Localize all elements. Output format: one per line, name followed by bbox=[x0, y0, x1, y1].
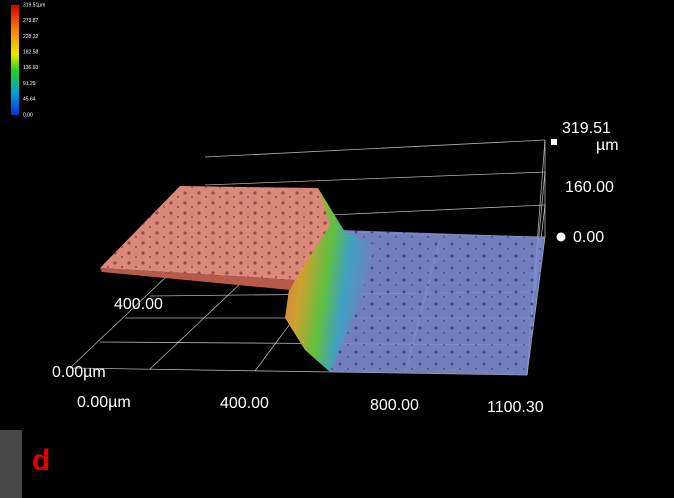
color-scale-label: 45.64 bbox=[23, 97, 36, 103]
color-scale-label: 228.22 bbox=[23, 34, 39, 40]
z-mid-label: 160.00 bbox=[565, 179, 614, 196]
color-scale-label: 91.29 bbox=[23, 81, 36, 87]
x-origin-label: 0.00µm bbox=[77, 394, 131, 411]
x-tick-label: 800.00 bbox=[370, 397, 419, 414]
color-scale-label: 273.87 bbox=[23, 18, 39, 24]
y-origin-label: 0.00µm bbox=[52, 364, 106, 381]
panel-label: d bbox=[32, 444, 50, 477]
y-tick-label: 400.00 bbox=[114, 296, 163, 313]
color-scale-label: 136.93 bbox=[23, 65, 39, 71]
surface-figure: 319.51µm 273.87 228.22 182.58 136.93 91.29 45.… bbox=[0, 0, 674, 498]
x-tick-label: 1100.30 bbox=[487, 399, 544, 416]
z-max-marker bbox=[551, 139, 557, 145]
color-scale-label: 182.58 bbox=[23, 49, 39, 55]
z-unit-label: µm bbox=[596, 137, 619, 154]
z-max-label: 319.51 bbox=[562, 120, 611, 137]
corner-artifact bbox=[0, 430, 22, 498]
page: 319.51µm 273.87 228.22 182.58 136.93 91.29 45.… bbox=[0, 0, 674, 498]
color-bar bbox=[11, 5, 19, 115]
z-zero-marker bbox=[557, 233, 566, 242]
color-scale-label: 0.00 bbox=[23, 112, 33, 118]
z-zero-label: 0.00 bbox=[573, 229, 604, 246]
x-tick-label: 400.00 bbox=[220, 395, 269, 412]
color-scale-label: 319.51µm bbox=[23, 2, 45, 8]
